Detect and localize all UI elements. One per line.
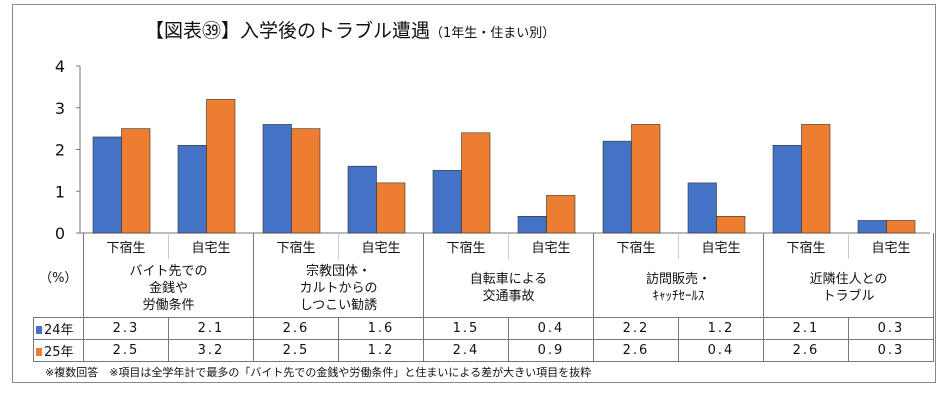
group-label: 訪問販売・ ｷｬｯﾁｾｰﾙｽ	[593, 259, 764, 318]
bar-25年-10	[886, 220, 916, 234]
data-value: 0.9	[508, 339, 594, 362]
bar-24年-3	[262, 124, 292, 234]
data-value: 2.6	[763, 339, 849, 362]
bar-24年-8	[687, 182, 717, 234]
y-tick-label: 2	[55, 141, 65, 160]
bar-24年-6	[517, 216, 547, 234]
data-value: 2.1	[168, 317, 254, 340]
category-label: 自宅生	[508, 233, 594, 259]
bar-25年-8	[716, 216, 746, 234]
data-value: 1.6	[338, 317, 424, 340]
data-value: 2.3	[83, 317, 169, 340]
legend-swatch	[36, 348, 42, 356]
bar-24年-5	[432, 170, 462, 234]
data-value: 0.4	[508, 317, 594, 340]
legend-24年: 24年	[33, 317, 84, 340]
data-value: 1.5	[423, 317, 509, 340]
data-value: 2.4	[423, 339, 509, 362]
bar-24年-1	[92, 136, 122, 234]
bar-25年-6	[546, 195, 576, 234]
bar-25年-1	[121, 128, 151, 234]
data-value: 0.3	[848, 339, 934, 362]
y-tick-label: 4	[55, 57, 65, 76]
category-label: 自宅生	[848, 233, 934, 259]
data-value: 0.4	[678, 339, 764, 362]
category-label: 下宿生	[763, 233, 849, 259]
category-label: 下宿生	[423, 233, 509, 259]
data-value: 0.3	[848, 317, 934, 340]
data-value: 2.6	[593, 339, 679, 362]
data-value: 1.2	[678, 317, 764, 340]
data-value: 2.2	[593, 317, 679, 340]
category-label: 下宿生	[83, 233, 169, 259]
bar-24年-9	[772, 145, 802, 234]
bar-25年-4	[376, 182, 406, 234]
category-label: 自宅生	[678, 233, 764, 259]
category-label: 自宅生	[338, 233, 424, 259]
category-label: 下宿生	[593, 233, 679, 259]
bar-24年-10	[857, 220, 887, 234]
bar-24年-7	[602, 140, 632, 234]
group-label: バイト先での 金銭や 労働条件	[83, 259, 254, 318]
group-label: 宗教団体・ カルトからの しつこい勧誘	[253, 259, 424, 318]
chart-frame	[12, 4, 936, 383]
legend-swatch	[36, 326, 42, 334]
bar-24年-4	[347, 165, 377, 234]
legend-25年: 25年	[33, 339, 84, 362]
category-label: 自宅生	[168, 233, 254, 259]
data-value: 2.5	[83, 339, 169, 362]
chart-title: 【図表㊴】入学後のトラブル遭遇（1年生・住まい別）	[145, 16, 555, 43]
data-value: 2.5	[253, 339, 339, 362]
group-label: 近隣住人との トラブル	[763, 259, 934, 318]
group-label: 自転車による 交通事故	[423, 259, 594, 318]
y-tick-label: 1	[55, 182, 65, 201]
bar-24年-2	[177, 145, 207, 234]
data-value: 2.6	[253, 317, 339, 340]
subtitle-text: （1年生・住まい別）	[430, 26, 556, 41]
data-table: （%） 下宿生 自宅生 下宿生 自宅生 下宿生 自宅生 下宿生 自宅生 下宿生 自宅生 バイト先での金…	[33, 233, 934, 362]
category-label: 下宿生	[253, 233, 339, 259]
y-tick-label: 3	[55, 99, 65, 118]
bar-25年-5	[461, 132, 491, 234]
footnote: ※複数回答 ※項目は全学年計で最多の「バイト先での金銭や労働条件」と住まいによる…	[45, 366, 592, 379]
bar-25年-9	[801, 124, 831, 234]
data-value: 3.2	[168, 339, 254, 362]
data-value: 1.2	[338, 339, 424, 362]
bar-25年-7	[631, 124, 661, 234]
data-value: 2.1	[763, 317, 849, 340]
y-axis-label: （%）	[33, 233, 84, 318]
bar-25年-3	[291, 128, 321, 234]
title-text: 【図表㊴】入学後のトラブル遭遇	[145, 20, 431, 42]
bar-25年-2	[206, 99, 236, 234]
